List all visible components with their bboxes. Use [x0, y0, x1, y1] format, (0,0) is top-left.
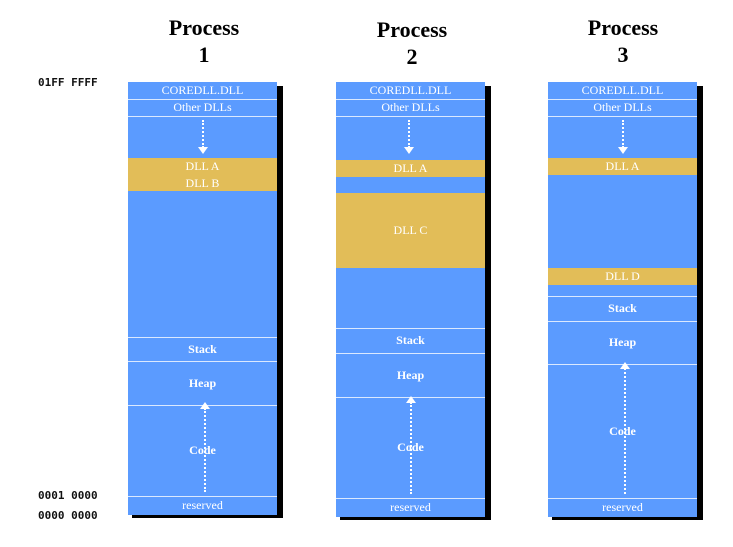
- process-1-divider: [128, 99, 277, 100]
- process-2-dll-c-segment: DLL C: [336, 193, 485, 268]
- process-3-stack-segment: Stack: [548, 296, 697, 321]
- process-1-heap-segment: Heap: [128, 361, 277, 405]
- process-1-stack-segment: Stack: [128, 337, 277, 361]
- process-3-title: Process 3: [543, 14, 703, 68]
- process-3-heap-label: Heap: [608, 335, 637, 349]
- process-2-reserved-label: reserved: [390, 500, 431, 514]
- process-3-dll-d-segment: DLL D: [548, 268, 697, 285]
- process-3-code-label: Code: [609, 423, 636, 438]
- process-2-dll-a-segment: DLL A: [336, 160, 485, 177]
- process-2-code-growth-arrow: [406, 396, 416, 494]
- process-3-reserved-segment: reserved: [548, 498, 697, 517]
- process-3-dll-d-label: DLL D: [605, 269, 640, 283]
- process-3-coredll-segment: COREDLL.DLL: [548, 82, 697, 99]
- process-3-stack-label: Stack: [608, 301, 637, 315]
- process-1-reserved-label: reserved: [182, 498, 223, 512]
- process-2-heap-segment: Heap: [336, 353, 485, 397]
- process-3-other-dlls-label: Other DLLs: [593, 100, 652, 114]
- process-3-free-space: [548, 175, 697, 268]
- process-2-divider: [336, 328, 485, 329]
- process-3-other-dlls-segment: Other DLLs: [548, 99, 697, 116]
- process-2-memory-map: COREDLL.DLL Other DLLs DLL A DLL C Stack…: [336, 82, 485, 517]
- process-3-coredll-label: COREDLL.DLL: [581, 83, 664, 97]
- process-3-divider: [548, 498, 697, 499]
- process-3-divider: [548, 116, 697, 117]
- address-bottom-label: 0000 0000: [38, 509, 98, 522]
- process-3-gap-mid: [548, 285, 697, 296]
- process-2-coredll-segment: COREDLL.DLL: [336, 82, 485, 99]
- process-2-title-word: Process: [376, 17, 448, 42]
- process-1-title-number: 1: [198, 42, 210, 67]
- process-1-divider: [128, 337, 277, 338]
- process-3-dll-growth-arrow: [618, 120, 628, 154]
- process-2-gap-mid: [336, 177, 485, 193]
- process-3-divider: [548, 99, 697, 100]
- process-1-code-label: Code: [189, 443, 216, 457]
- process-3-dll-a-label: DLL A: [605, 159, 640, 173]
- process-1-dll-a-segment: DLL A: [128, 158, 277, 175]
- process-1-dll-b-label: DLL B: [185, 175, 220, 190]
- process-2-reserved-segment: reserved: [336, 498, 485, 517]
- process-2-other-dlls-segment: Other DLLs: [336, 99, 485, 116]
- process-3-reserved-label: reserved: [602, 500, 643, 514]
- process-2-dll-growth-arrow: [404, 120, 414, 154]
- process-3-divider: [548, 321, 697, 322]
- process-2-dll-c-label: DLL C: [393, 223, 428, 237]
- process-3-dll-a-segment: DLL A: [548, 158, 697, 175]
- process-2-free-space: [336, 268, 485, 328]
- process-2-heap-label: Heap: [396, 367, 425, 382]
- address-code-start-label: 0001 0000: [38, 489, 98, 502]
- process-1-stack-label: Stack: [188, 341, 217, 356]
- process-2-title-number: 2: [406, 44, 418, 69]
- process-3-divider: [548, 296, 697, 297]
- process-1-other-dlls-segment: Other DLLs: [128, 99, 277, 116]
- process-2-divider: [336, 353, 485, 354]
- process-1-divider: [128, 116, 277, 117]
- process-2-stack-segment: Stack: [336, 328, 485, 353]
- process-1-coredll-segment: COREDLL.DLL: [128, 82, 277, 99]
- process-2-other-dlls-label: Other DLLs: [381, 100, 440, 114]
- process-3-heap-segment: Heap: [548, 321, 697, 364]
- process-1-free-space: [128, 191, 277, 337]
- process-1-title-word: Process: [168, 15, 240, 40]
- process-2-title: Process 2: [332, 16, 492, 70]
- process-3-memory-map: COREDLL.DLL Other DLLs DLL A DLL D Stack…: [548, 82, 697, 517]
- process-2-divider: [336, 116, 485, 117]
- process-1-divider: [128, 496, 277, 497]
- process-1-dll-b-segment: DLL B: [128, 175, 277, 191]
- process-1-memory-map: COREDLL.DLL Other DLLs DLL A DLL B Stack…: [128, 82, 277, 515]
- process-2-dll-a-label: DLL A: [393, 161, 428, 175]
- process-3-code-segment: Code: [548, 364, 697, 498]
- address-top-label: 01FF FFFF: [38, 76, 98, 89]
- process-3-title-number: 3: [617, 42, 629, 67]
- process-1-dll-growth-arrow: [198, 120, 208, 154]
- process-2-coredll-label: COREDLL.DLL: [369, 83, 452, 97]
- process-1-code-growth-arrow: [200, 402, 210, 492]
- process-1-heap-label: Heap: [188, 375, 217, 390]
- process-2-stack-label: Stack: [396, 333, 425, 347]
- process-1-title: Process 1: [124, 14, 284, 68]
- process-2-divider: [336, 99, 485, 100]
- process-1-other-dlls-label: Other DLLs: [173, 100, 232, 114]
- process-2-divider: [336, 498, 485, 499]
- process-1-dll-a-label: DLL A: [185, 159, 220, 173]
- process-3-title-word: Process: [587, 15, 659, 40]
- process-1-divider: [128, 361, 277, 362]
- process-1-coredll-label: COREDLL.DLL: [161, 83, 244, 97]
- process-3-code-growth-arrow: [620, 362, 630, 494]
- process-1-code-segment: Code: [128, 405, 277, 496]
- process-1-reserved-segment: reserved: [128, 496, 277, 515]
